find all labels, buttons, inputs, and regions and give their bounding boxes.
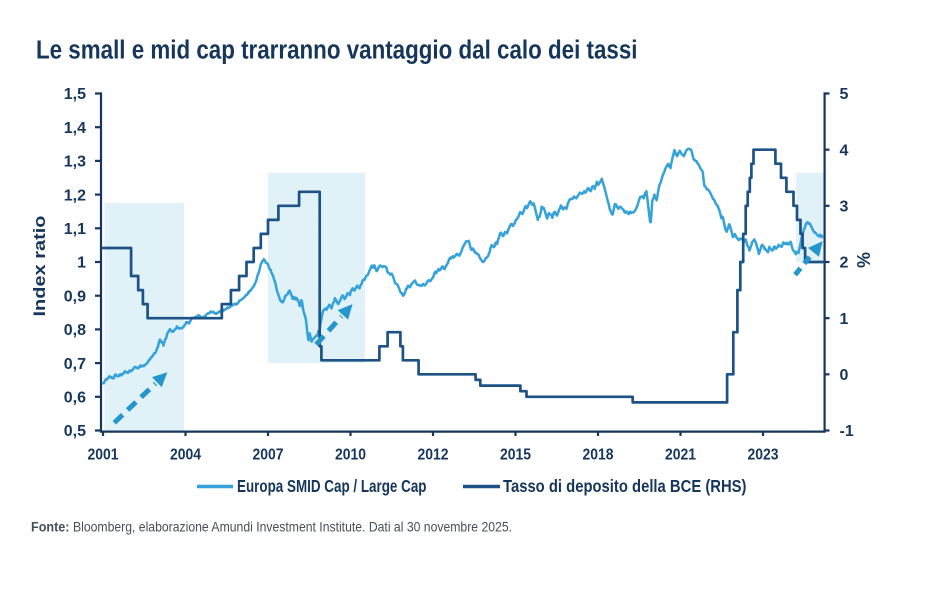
trend-arrow-shaft	[793, 252, 815, 277]
y-left-tick-label: 1,3	[64, 154, 86, 171]
y-left-tick-label: 1,4	[64, 120, 86, 137]
y-left-tick-label: 0,9	[64, 288, 86, 305]
trend-arrow-head	[337, 304, 353, 320]
trend-arrow-head	[808, 241, 823, 257]
x-tick-label: 2018	[583, 447, 614, 464]
trend-arrow	[793, 241, 823, 277]
axes	[95, 92, 830, 436]
axis-frame	[99, 92, 826, 433]
trend-arrow-head	[152, 372, 168, 388]
highlight-bands	[104, 172, 824, 431]
source-note: Fonte: Bloomberg, elaborazione Amundi Inv…	[31, 519, 512, 535]
legend: Europa SMID Cap / Large Cap Tasso di depo…	[197, 476, 747, 496]
legend-item-bce: Tasso di deposito della BCE (RHS)	[463, 476, 747, 496]
legend-item-smid: Europa SMID Cap / Large Cap	[197, 476, 427, 496]
y-left-tick-label: 0,7	[64, 356, 86, 373]
x-tick-label: 2012	[418, 447, 449, 464]
x-tick-label: 2004	[170, 447, 201, 464]
y-left-tick-label: 1,2	[64, 187, 86, 204]
y-right-tick-label: 2	[840, 255, 849, 272]
y-right-tick-label: 4	[840, 142, 849, 159]
y-right-axis-title: %	[854, 252, 874, 268]
bce-deposit-rate-line	[101, 148, 825, 404]
trend-arrow-shaft	[112, 381, 158, 425]
y-left-tick-label: 1	[77, 255, 86, 272]
y-left-tick-label: 1,1	[64, 221, 86, 238]
y-right-tick-label: 1	[840, 311, 849, 328]
x-tick-label: 2010	[335, 447, 366, 464]
smid-large-ratio-line	[101, 147, 824, 385]
trend-arrow	[314, 304, 353, 347]
source-note-text: Bloomberg, elaborazione Amundi Investmen…	[73, 519, 512, 535]
y-right-tick-label: 5	[840, 86, 849, 103]
x-tick-label: 2007	[252, 447, 283, 464]
y-right-tick-label: 3	[840, 199, 849, 216]
x-tick-label: 2001	[88, 447, 119, 464]
y-left-tick-label: 0,6	[64, 390, 86, 407]
x-tick-label: 2021	[665, 447, 696, 464]
y-left-tick-label: 1,5	[64, 86, 86, 103]
y-left-axis-title: Index ratio	[30, 216, 49, 317]
y-left-tick-label: 0,8	[64, 322, 86, 339]
x-tick-label: 2023	[747, 447, 778, 464]
legend-label-smid: Europa SMID Cap / Large Cap	[237, 476, 427, 496]
trend-arrow	[112, 372, 168, 425]
y-left-tick-label: 0,5	[64, 423, 86, 440]
chart-title: Le small e mid cap trarranno vantaggio d…	[36, 37, 638, 65]
x-tick-label: 2015	[500, 447, 531, 464]
trend-arrow-shaft	[314, 314, 344, 347]
y-right-tick-label: 0	[840, 367, 849, 384]
source-note-label: Fonte:	[31, 519, 70, 535]
highlight-band	[267, 172, 365, 364]
legend-label-bce: Tasso di deposito della BCE (RHS)	[503, 476, 747, 496]
axis-labels: 1,5 1,4 1,3 1,2 1,1 1 0,9 0,8 0,7 0,6 0,5 5 4 3 2 1 0 -1 2…	[64, 86, 854, 463]
y-right-tick-label: -1	[840, 423, 854, 440]
